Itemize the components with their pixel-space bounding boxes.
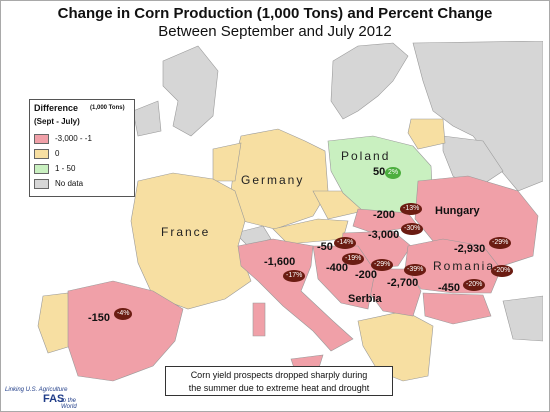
legend-swatch-zero xyxy=(34,148,49,159)
pct-hungary: -30% xyxy=(401,223,424,235)
region-spain xyxy=(67,280,184,382)
pct-poland: 2% xyxy=(385,167,402,179)
legend-swatch-nodata xyxy=(34,178,49,189)
value-slovenia: -50 xyxy=(317,241,333,253)
value-ukraine: -2,930 xyxy=(454,243,486,255)
map-legend: Difference (1,000 Tons) (Sept - July) -3… xyxy=(29,99,135,197)
country-label-poland: Poland xyxy=(341,149,391,163)
callout-hungary: Hungary xyxy=(435,205,480,217)
legend-item-decrease: -3,000 - -1 xyxy=(34,133,92,144)
pct-bulgaria: -20% xyxy=(463,279,486,291)
region-uk-ireland xyxy=(132,45,219,137)
legend-label-decrease: -3,000 - -1 xyxy=(55,134,92,143)
country-label-germany: Germany xyxy=(241,173,305,187)
legend-title: Difference xyxy=(34,103,79,113)
map-subtitle: Between September and July 2012 xyxy=(158,23,392,40)
region-turkey xyxy=(502,295,543,342)
legend-item-nodata: No data xyxy=(34,178,83,189)
pct-spain: -4% xyxy=(114,308,133,320)
country-label-france: France xyxy=(161,225,211,239)
pct-slovakia: -13% xyxy=(400,203,423,215)
value-croatia: -200 xyxy=(355,269,378,281)
legend-swatch-increase xyxy=(34,163,49,174)
legend-label-nodata: No data xyxy=(55,179,84,188)
pct-croatia: -19% xyxy=(342,253,365,265)
value-poland: 50 xyxy=(373,166,386,178)
pct-moldova: -20% xyxy=(491,265,514,277)
note-line-2: the summer due to extreme heat and droug… xyxy=(188,383,370,393)
value-spain: -150 xyxy=(88,312,111,324)
legend-item-increase: 1 - 50 xyxy=(34,163,75,174)
legend-label-increase: 1 - 50 xyxy=(55,164,76,173)
legend-subtitle: (Sept - July) xyxy=(34,117,80,126)
callout-serbia: Serbia xyxy=(348,293,382,305)
value-hungary: -3,000 xyxy=(368,229,400,241)
legend-swatch-decrease xyxy=(34,133,49,144)
region-sardinia xyxy=(252,302,266,337)
pct-italy: -17% xyxy=(283,270,306,282)
pct-romania: -39% xyxy=(404,264,427,276)
legend-units: (1,000 Tons) xyxy=(90,105,125,111)
region-portugal xyxy=(37,292,72,354)
logo-line-2: to the World xyxy=(61,398,77,410)
pct-slovenia: -14% xyxy=(334,237,357,249)
region-france xyxy=(130,172,252,310)
europe-map xyxy=(37,41,543,382)
value-slovakia: -200 xyxy=(373,209,396,221)
value-bosnia: -400 xyxy=(326,262,349,274)
note-line-1: Corn yield prospects dropped sharply dur… xyxy=(190,370,368,380)
pct-serbia: -29% xyxy=(371,259,394,271)
region-scandinavia xyxy=(330,42,409,120)
logo-line-1: Linking U.S. Agriculture xyxy=(5,387,68,393)
value-italy: -1,600 xyxy=(264,256,296,268)
legend-item-zero: 0 xyxy=(34,148,59,159)
country-label-romania: Romania xyxy=(433,259,496,273)
map-title: Change in Corn Production (1,000 Tons) a… xyxy=(57,5,493,22)
fas-logo: Linking U.S. Agriculture FAS to the Worl… xyxy=(3,385,89,410)
logo-mark: FAS xyxy=(43,393,65,405)
pct-ukraine: -29% xyxy=(489,237,512,249)
region-italy xyxy=(237,238,354,352)
note-box: Corn yield prospects dropped sharply dur… xyxy=(165,366,393,396)
value-bulgaria: -450 xyxy=(438,282,461,294)
region-bulgaria xyxy=(422,292,492,325)
value-serbia: -2,700 xyxy=(387,277,419,289)
region-baltic xyxy=(407,118,446,150)
region-benelux xyxy=(212,142,242,182)
legend-label-zero: 0 xyxy=(55,149,60,158)
